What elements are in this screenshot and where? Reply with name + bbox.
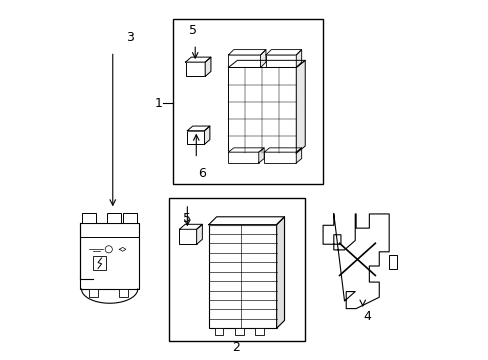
Bar <box>179 229 196 244</box>
Bar <box>187 131 204 144</box>
Polygon shape <box>228 148 264 152</box>
Bar <box>89 289 98 297</box>
Polygon shape <box>296 60 305 153</box>
Bar <box>255 328 264 335</box>
Polygon shape <box>196 224 202 244</box>
Bar <box>228 55 260 67</box>
Bar <box>82 213 96 223</box>
Bar <box>107 213 121 223</box>
Polygon shape <box>185 57 210 62</box>
Bar <box>235 328 243 335</box>
Polygon shape <box>323 214 388 309</box>
Polygon shape <box>260 50 265 67</box>
Polygon shape <box>265 50 301 55</box>
Bar <box>228 152 258 163</box>
Text: 3: 3 <box>126 31 134 44</box>
Polygon shape <box>204 126 209 144</box>
Polygon shape <box>179 224 202 229</box>
Polygon shape <box>205 57 210 76</box>
Text: 1: 1 <box>154 97 162 110</box>
Bar <box>173 19 323 184</box>
Polygon shape <box>228 50 265 55</box>
Text: 5: 5 <box>183 212 191 225</box>
Polygon shape <box>264 148 301 152</box>
Text: 4: 4 <box>363 310 371 323</box>
Bar <box>123 213 137 223</box>
Bar <box>169 198 305 341</box>
Bar <box>93 256 106 270</box>
Bar <box>264 152 296 163</box>
Bar <box>80 223 139 289</box>
Polygon shape <box>228 60 305 67</box>
Text: 2: 2 <box>231 341 239 354</box>
Text: 6: 6 <box>197 167 205 180</box>
Polygon shape <box>208 217 284 225</box>
Bar <box>388 255 396 269</box>
Polygon shape <box>258 148 264 163</box>
Bar <box>228 67 296 153</box>
Polygon shape <box>187 126 209 131</box>
Polygon shape <box>296 50 301 67</box>
Bar <box>185 62 205 76</box>
Text: 5: 5 <box>188 24 196 37</box>
Bar <box>214 328 223 335</box>
Bar <box>119 289 128 297</box>
Bar <box>208 225 276 328</box>
Polygon shape <box>296 148 301 163</box>
Bar <box>265 55 296 67</box>
Polygon shape <box>276 217 284 328</box>
